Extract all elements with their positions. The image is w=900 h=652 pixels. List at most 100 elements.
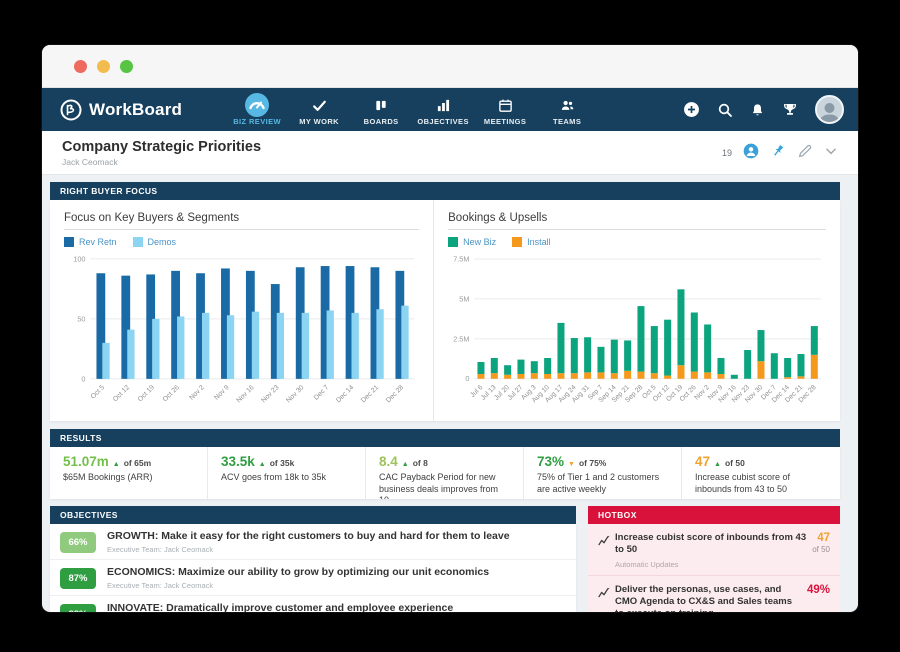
bottom-row: OBJECTIVES 66%GROWTH: Make it easy for t…: [50, 506, 840, 612]
section-hotbox: HOTBOX: [588, 506, 840, 524]
svg-text:7.5M: 7.5M: [453, 254, 469, 263]
result-target: of 50: [725, 458, 745, 468]
section-label: OBJECTIVES: [60, 510, 118, 520]
svg-text:Oct 12: Oct 12: [112, 384, 131, 403]
plus-circle-icon[interactable]: [683, 101, 700, 118]
desktop-background: WorkBoard BIZ REVIEW MY WORK BOARDS OBJECTI…: [0, 0, 900, 652]
svg-text:2.5M: 2.5M: [453, 334, 469, 343]
result-value: 51.07m: [63, 454, 109, 469]
result-card[interactable]: 47▲of 50Increase cubist score of inbound…: [682, 447, 840, 499]
teams-icon: [559, 95, 576, 115]
result-description: 75% of Tier 1 and 2 customers are active…: [537, 472, 669, 495]
result-card[interactable]: 51.07m▲of 65m$65M Bookings (ARR): [50, 447, 208, 499]
result-value: 73%: [537, 454, 564, 469]
traffic-lights: [74, 60, 133, 73]
main-nav: BIZ REVIEW MY WORK BOARDS OBJECTIVES MEETING…: [226, 93, 683, 126]
gauge-icon: [244, 95, 270, 115]
user-avatar[interactable]: [815, 95, 844, 124]
section-right-buyer-focus: RIGHT BUYER FOCUS: [50, 182, 840, 200]
result-target: of 75%: [579, 458, 606, 468]
objective-progress-badge: 87%: [60, 568, 96, 589]
trend-arrow-icon: ▼: [568, 461, 575, 468]
chevron-down-icon[interactable]: [824, 144, 838, 163]
bell-icon[interactable]: [750, 102, 765, 118]
chart-panel: Bookings & UpsellsNew BizInstall02.5M5M7…: [433, 200, 840, 421]
legend-label: New Biz: [463, 237, 496, 247]
trend-icon: [597, 584, 615, 612]
legend-swatch-icon: [64, 237, 74, 247]
objective-progress-badge: 88%: [60, 604, 96, 612]
minimize-window-button[interactable]: [97, 60, 110, 73]
objective-title: ECONOMICS: Maximize our ability to grow …: [107, 566, 489, 579]
nav-item-biz-review[interactable]: BIZ REVIEW: [226, 93, 288, 126]
trophy-icon[interactable]: [782, 102, 798, 118]
calendar-icon: [498, 95, 513, 115]
legend-item: Rev Retn: [64, 237, 117, 247]
objective-owner: Executive Team: Jack Ceomack: [107, 545, 510, 554]
person-circle-icon[interactable]: [743, 143, 759, 164]
objective-row[interactable]: 88%INNOVATE: Dramatically improve custom…: [50, 596, 576, 612]
chart-title: Focus on Key Buyers & Segments: [64, 212, 419, 230]
trend-arrow-icon: ▲: [402, 461, 409, 468]
nav-item-label: BOARDS: [364, 117, 399, 126]
legend-label: Rev Retn: [79, 237, 117, 247]
nav-item-label: BIZ REVIEW: [233, 117, 281, 126]
nav-item-objectives[interactable]: OBJECTIVES: [412, 93, 474, 126]
nav-item-teams[interactable]: TEAMS: [536, 93, 598, 126]
objectives-column: OBJECTIVES 66%GROWTH: Make it easy for t…: [50, 506, 576, 612]
hotbox-list: Increase cubist score of inbounds from 4…: [588, 524, 840, 612]
top-navbar: WorkBoard BIZ REVIEW MY WORK BOARDS OBJECTI…: [42, 88, 858, 131]
objective-owner: Executive Team: Jack Ceomack: [107, 581, 489, 590]
hotbox-item-title: Deliver the personas, use cases, and CMO…: [615, 584, 801, 612]
section-label: RESULTS: [60, 433, 102, 443]
nav-item-label: OBJECTIVES: [417, 117, 469, 126]
svg-text:Dec 14: Dec 14: [335, 384, 355, 404]
objective-row[interactable]: 66%GROWTH: Make it easy for the right cu…: [50, 524, 576, 560]
svg-text:0: 0: [466, 374, 470, 383]
hotbox-item-value: 49%: [807, 584, 830, 596]
charts-card: Focus on Key Buyers & Segments Rev Retn De…: [50, 200, 840, 421]
dashboard-content: RIGHT BUYER FOCUS Focus on Key Buyers & …: [42, 175, 858, 612]
result-description: CAC Payback Period for new business deal…: [379, 472, 511, 499]
section-results: RESULTS: [50, 429, 840, 447]
page-header: Company Strategic Priorities Jack Ceomac…: [42, 131, 858, 175]
nav-item-meetings[interactable]: MEETINGS: [474, 93, 536, 126]
hotbox-item-subtitle: Automatic Updates: [615, 560, 806, 569]
result-card[interactable]: 73% ▼ of 75% 75% of Tier 1 and 2 customers …: [524, 447, 682, 499]
window-titlebar: [42, 45, 858, 88]
hotbox-item-value: 47: [812, 532, 830, 544]
zoom-window-button[interactable]: [120, 60, 133, 73]
svg-text:Dec 28: Dec 28: [385, 384, 405, 404]
page-title: Company Strategic Priorities: [62, 139, 261, 155]
result-description: ACV goes from 18k to 35k: [221, 472, 353, 484]
legend-swatch-icon: [512, 237, 522, 247]
hotbox-column: HOTBOX Increase cubist score of inbounds…: [588, 506, 840, 612]
section-label: RIGHT BUYER FOCUS: [60, 186, 157, 196]
result-card[interactable]: 8.4▲of 8CAC Payback Period for new busin…: [366, 447, 524, 499]
result-value: 47: [695, 454, 710, 469]
svg-text:Oct 19: Oct 19: [137, 384, 156, 403]
pin-icon[interactable]: [770, 143, 786, 164]
legend-label: Install: [527, 237, 551, 247]
hotbox-item[interactable]: Deliver the personas, use cases, and CMO…: [588, 576, 840, 612]
legend-item: Demos: [133, 237, 177, 247]
result-value: 33.5k: [221, 454, 255, 469]
page-subtitle: Jack Ceomack: [62, 157, 261, 167]
section-objectives: OBJECTIVES: [50, 506, 576, 524]
pencil-icon[interactable]: [797, 143, 813, 164]
svg-text:Nov 2: Nov 2: [188, 384, 206, 402]
svg-text:Dec 21: Dec 21: [360, 384, 380, 404]
result-card[interactable]: 33.5k▲of 35kACV goes from 18k to 35k: [208, 447, 366, 499]
search-icon[interactable]: [717, 102, 733, 118]
workboard-brand[interactable]: WorkBoard: [60, 99, 182, 121]
close-window-button[interactable]: [74, 60, 87, 73]
svg-text:Nov 16: Nov 16: [235, 384, 255, 404]
nav-item-boards[interactable]: BOARDS: [350, 93, 412, 126]
nav-item-my-work[interactable]: MY WORK: [288, 93, 350, 126]
trend-icon: [597, 532, 615, 569]
results-card: 51.07m▲of 65m$65M Bookings (ARR)33.5k▲of…: [50, 447, 840, 499]
result-value: 8.4: [379, 454, 398, 469]
result-description: $65M Bookings (ARR): [63, 472, 195, 484]
objective-row[interactable]: 87% ECONOMICS: Maximize our ability to gr…: [50, 560, 576, 596]
hotbox-item[interactable]: Increase cubist score of inbounds from 4…: [588, 524, 840, 576]
